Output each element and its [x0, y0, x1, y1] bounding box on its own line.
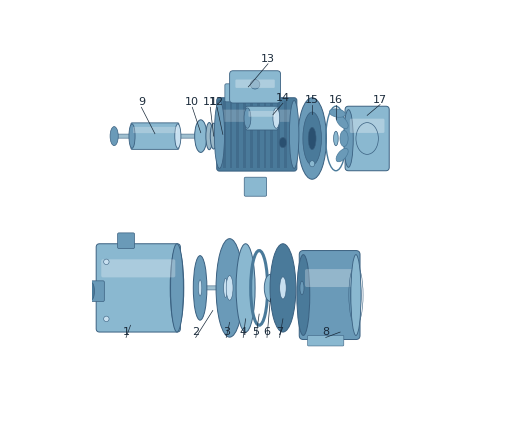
Text: 14: 14	[276, 93, 290, 103]
Text: 15: 15	[305, 94, 319, 105]
FancyBboxPatch shape	[118, 233, 134, 249]
Ellipse shape	[236, 244, 255, 332]
Text: 16: 16	[329, 94, 343, 105]
Text: 9: 9	[138, 97, 145, 107]
Ellipse shape	[280, 277, 286, 299]
FancyBboxPatch shape	[133, 127, 177, 133]
FancyBboxPatch shape	[225, 84, 245, 102]
FancyBboxPatch shape	[114, 134, 218, 138]
FancyBboxPatch shape	[265, 281, 275, 295]
Text: 12: 12	[210, 97, 224, 107]
Ellipse shape	[110, 127, 118, 146]
Text: 5: 5	[252, 328, 259, 337]
Ellipse shape	[334, 131, 338, 146]
FancyBboxPatch shape	[350, 119, 384, 133]
Text: 13: 13	[261, 54, 275, 64]
FancyBboxPatch shape	[96, 244, 180, 332]
FancyBboxPatch shape	[200, 286, 226, 290]
Ellipse shape	[279, 138, 287, 148]
Ellipse shape	[226, 276, 233, 300]
FancyBboxPatch shape	[244, 177, 267, 196]
Bar	[284, 101, 287, 168]
Ellipse shape	[310, 161, 315, 167]
Bar	[250, 101, 253, 168]
Ellipse shape	[344, 110, 353, 167]
Ellipse shape	[250, 79, 260, 89]
FancyBboxPatch shape	[248, 111, 275, 117]
Ellipse shape	[330, 109, 345, 117]
Ellipse shape	[104, 316, 109, 321]
Ellipse shape	[224, 278, 227, 297]
Ellipse shape	[206, 123, 213, 149]
Ellipse shape	[216, 239, 243, 337]
Text: 3: 3	[223, 328, 230, 337]
FancyBboxPatch shape	[246, 106, 278, 130]
Ellipse shape	[214, 101, 224, 168]
Bar	[277, 101, 280, 168]
Bar	[243, 101, 246, 168]
FancyBboxPatch shape	[131, 123, 179, 149]
Ellipse shape	[88, 282, 95, 300]
Ellipse shape	[340, 131, 348, 146]
Ellipse shape	[104, 259, 109, 265]
Ellipse shape	[336, 115, 348, 129]
FancyBboxPatch shape	[299, 250, 360, 340]
Text: 8: 8	[322, 328, 329, 337]
Ellipse shape	[270, 244, 296, 332]
FancyBboxPatch shape	[229, 71, 281, 103]
FancyBboxPatch shape	[101, 259, 175, 277]
Ellipse shape	[244, 108, 251, 128]
Ellipse shape	[193, 256, 207, 320]
Ellipse shape	[297, 254, 310, 336]
Bar	[223, 101, 225, 168]
FancyBboxPatch shape	[308, 336, 344, 346]
Text: 10: 10	[185, 97, 199, 107]
FancyBboxPatch shape	[217, 98, 297, 171]
Ellipse shape	[308, 127, 316, 149]
Ellipse shape	[198, 280, 202, 296]
Text: 17: 17	[373, 94, 387, 105]
FancyBboxPatch shape	[345, 106, 389, 171]
Text: 7: 7	[276, 328, 283, 337]
Ellipse shape	[210, 123, 217, 149]
FancyBboxPatch shape	[305, 269, 354, 287]
Ellipse shape	[273, 108, 280, 128]
Ellipse shape	[300, 281, 304, 295]
Ellipse shape	[218, 250, 233, 326]
Ellipse shape	[351, 254, 361, 336]
Text: 2: 2	[192, 328, 199, 337]
Ellipse shape	[264, 274, 276, 302]
Ellipse shape	[129, 124, 135, 148]
Text: 11: 11	[203, 97, 217, 107]
Bar	[229, 101, 233, 168]
Bar	[270, 101, 273, 168]
Bar	[264, 101, 266, 168]
Text: 1: 1	[123, 328, 130, 337]
Text: 4: 4	[240, 328, 247, 337]
Ellipse shape	[336, 148, 348, 162]
FancyBboxPatch shape	[220, 110, 293, 122]
Ellipse shape	[289, 101, 299, 168]
Ellipse shape	[298, 98, 327, 179]
Bar	[257, 101, 260, 168]
Text: 6: 6	[264, 328, 270, 337]
Ellipse shape	[195, 120, 207, 153]
Ellipse shape	[175, 124, 181, 148]
Ellipse shape	[170, 247, 184, 329]
FancyBboxPatch shape	[90, 281, 104, 302]
FancyBboxPatch shape	[236, 79, 275, 88]
Ellipse shape	[303, 112, 321, 165]
Ellipse shape	[171, 244, 183, 332]
Bar	[237, 101, 239, 168]
